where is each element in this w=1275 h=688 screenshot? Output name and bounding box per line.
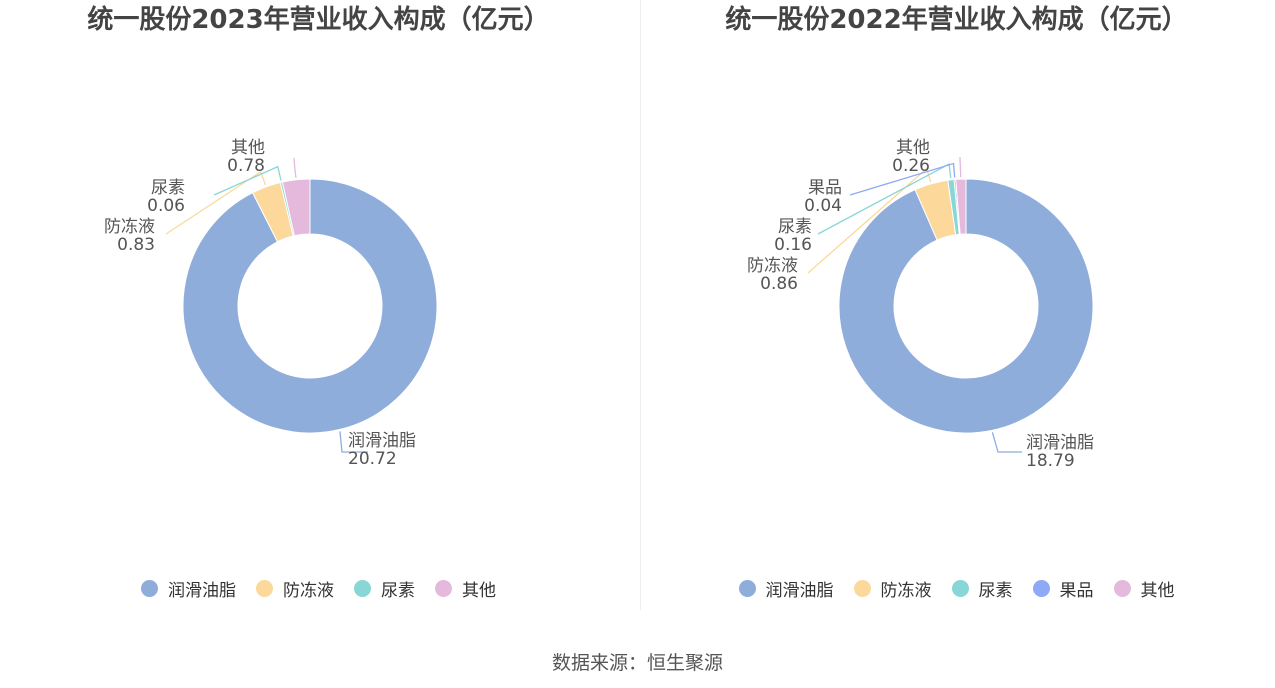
legend-label: 尿素 bbox=[978, 581, 1013, 601]
slice-name-label: 防冻液 bbox=[104, 217, 155, 237]
slice-name-label: 其他 bbox=[896, 138, 930, 158]
data-source-note: 数据来源：恒生聚源 bbox=[551, 652, 723, 674]
leader-line-果品 bbox=[849, 162, 956, 196]
slice-value-label: 0.78 bbox=[227, 156, 265, 176]
leader-line-防冻液 bbox=[807, 167, 932, 274]
slice-name-label: 润滑油脂 bbox=[348, 431, 416, 451]
legend-item[interactable]: 其他 bbox=[1113, 576, 1175, 601]
slice-value-label: 0.86 bbox=[760, 274, 798, 294]
legend-marker bbox=[435, 580, 452, 597]
slice-value-label: 0.83 bbox=[117, 235, 155, 255]
legend-item[interactable]: 润滑油脂 bbox=[738, 576, 834, 601]
leader-line-其他 bbox=[293, 157, 297, 178]
legend-marker bbox=[354, 580, 371, 597]
legend-label: 其他 bbox=[1140, 581, 1175, 601]
legend-item[interactable]: 润滑油脂 bbox=[141, 576, 236, 601]
legend-marker bbox=[738, 580, 756, 597]
slice-value-label: 0.26 bbox=[892, 156, 930, 176]
slice-value-label: 0.16 bbox=[774, 235, 812, 255]
legend-marker bbox=[951, 580, 969, 597]
slice-name-label: 润滑油脂 bbox=[1026, 433, 1094, 453]
leader-line-润滑油脂 bbox=[991, 432, 1022, 453]
pie-slice-润滑油脂 bbox=[838, 178, 1094, 434]
legend-item[interactable]: 防冻液 bbox=[256, 576, 334, 601]
slice-name-label: 尿素 bbox=[778, 217, 812, 237]
legend-item[interactable]: 尿素 bbox=[951, 576, 1013, 601]
slice-name-label: 尿素 bbox=[151, 178, 185, 198]
chart-legend: 润滑油脂 防冻液 尿素 果品 其他 bbox=[638, 576, 1275, 601]
chart-title: 统一股份2022年营业收入构成（亿元） bbox=[725, 5, 1188, 35]
slice-name-label: 防冻液 bbox=[747, 256, 798, 276]
legend-label: 润滑油脂 bbox=[168, 581, 236, 601]
legend-label: 其他 bbox=[462, 581, 496, 601]
legend-marker bbox=[1113, 580, 1131, 597]
leader-line-尿素 bbox=[213, 165, 282, 196]
legend-marker bbox=[256, 580, 273, 597]
slice-name-label: 果品 bbox=[808, 178, 842, 198]
legend-label: 尿素 bbox=[381, 581, 415, 601]
panel-divider bbox=[640, 0, 641, 610]
slice-value-label: 0.06 bbox=[147, 196, 185, 216]
slice-value-label: 18.79 bbox=[1026, 451, 1075, 471]
legend-marker bbox=[853, 580, 871, 597]
pie-slice-润滑油脂 bbox=[182, 178, 438, 434]
slice-name-label: 其他 bbox=[231, 138, 265, 158]
chart-panel-2022: 统一股份2022年营业收入构成（亿元） 润滑油脂 18.79 防冻液 0.86 尿素 0.… bbox=[638, 0, 1275, 620]
leader-line-防冻液 bbox=[165, 170, 267, 235]
legend-item[interactable]: 果品 bbox=[1032, 576, 1094, 601]
slice-value-label: 0.04 bbox=[804, 196, 842, 216]
pie-slice-其他 bbox=[281, 178, 311, 237]
leader-line-其他 bbox=[959, 156, 962, 178]
slice-value-label: 20.72 bbox=[348, 449, 397, 469]
legend-item[interactable]: 其他 bbox=[435, 576, 496, 601]
legend-item[interactable]: 防冻液 bbox=[853, 576, 932, 601]
chart-panel-2023: 统一股份2023年营业收入构成（亿元） 润滑油脂 20.72 防冻液 0.83 尿素 0.… bbox=[0, 0, 637, 620]
chart-legend: 润滑油脂 防冻液 尿素 其他 bbox=[0, 576, 637, 601]
legend-item[interactable]: 尿素 bbox=[354, 576, 415, 601]
chart-title: 统一股份2023年营业收入构成（亿元） bbox=[87, 5, 550, 35]
legend-label: 润滑油脂 bbox=[765, 581, 834, 601]
leader-line-尿素 bbox=[817, 162, 952, 235]
legend-label: 防冻液 bbox=[283, 581, 334, 601]
legend-marker bbox=[1032, 580, 1050, 597]
pie-slice-其他 bbox=[955, 178, 967, 235]
leader-line-润滑油脂 bbox=[339, 431, 368, 453]
legend-marker bbox=[141, 580, 158, 597]
legend-label: 果品 bbox=[1059, 581, 1094, 601]
legend-label: 防冻液 bbox=[880, 581, 932, 601]
